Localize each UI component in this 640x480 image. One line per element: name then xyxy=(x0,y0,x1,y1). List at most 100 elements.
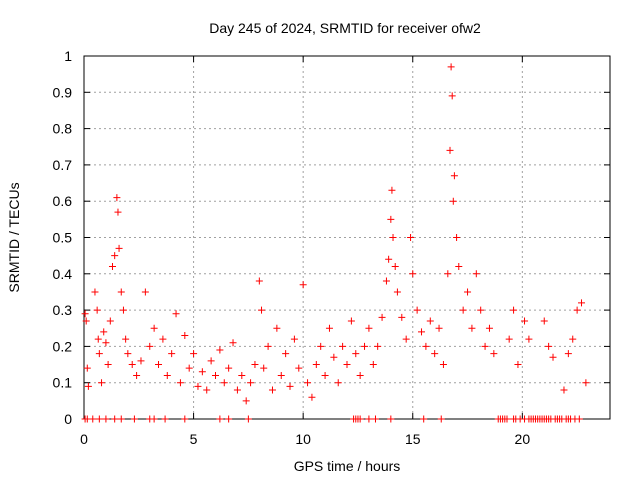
data-point xyxy=(398,313,406,321)
y-tick-label: 0.2 xyxy=(53,338,73,354)
data-point xyxy=(439,361,447,369)
data-point xyxy=(255,277,263,285)
data-point xyxy=(343,361,351,369)
data-point xyxy=(106,317,114,325)
data-point xyxy=(260,364,268,372)
zero-value-point xyxy=(117,415,125,423)
data-point xyxy=(114,208,122,216)
data-point xyxy=(378,313,386,321)
data-point xyxy=(560,386,568,394)
data-point xyxy=(81,310,89,318)
data-point xyxy=(212,371,219,379)
data-point xyxy=(339,342,347,350)
data-point xyxy=(347,317,355,325)
zero-value-point xyxy=(244,415,252,423)
y-tick-label: 0.4 xyxy=(53,266,73,282)
data-point xyxy=(94,335,102,343)
data-point xyxy=(268,386,276,394)
data-point xyxy=(510,306,518,314)
data-point xyxy=(505,335,513,343)
data-point xyxy=(388,186,396,194)
data-point xyxy=(168,350,176,358)
data-point xyxy=(365,324,373,332)
data-point xyxy=(198,368,206,376)
data-point xyxy=(407,234,415,241)
data-point xyxy=(481,342,489,350)
data-point xyxy=(409,270,417,278)
data-point xyxy=(238,371,246,379)
zero-value-point xyxy=(437,415,445,423)
data-point xyxy=(444,270,452,278)
data-point xyxy=(83,364,91,372)
zero-value-point xyxy=(216,415,224,423)
data-point xyxy=(137,357,145,365)
data-point xyxy=(435,324,443,332)
data-point xyxy=(564,350,572,358)
data-point xyxy=(108,263,116,271)
y-tick-label: 0.1 xyxy=(53,375,73,391)
data-point xyxy=(185,364,193,372)
zero-value-point xyxy=(89,415,97,423)
data-point xyxy=(582,379,590,387)
data-point xyxy=(122,335,130,343)
data-point xyxy=(356,371,364,379)
data-point xyxy=(119,306,127,314)
y-tick-label: 0.6 xyxy=(53,193,73,209)
zero-value-point xyxy=(371,415,379,423)
data-point xyxy=(91,288,99,296)
data-point xyxy=(163,371,171,379)
data-point xyxy=(472,270,480,278)
zero-value-point xyxy=(111,415,119,423)
data-point xyxy=(295,364,303,372)
data-point xyxy=(490,350,498,358)
zero-value-point xyxy=(575,415,583,423)
x-tick-label: 15 xyxy=(405,431,421,447)
data-point xyxy=(387,215,395,223)
data-point xyxy=(453,234,461,241)
y-tick-label: 0.3 xyxy=(53,302,73,318)
data-point xyxy=(247,379,255,387)
data-point xyxy=(282,350,290,358)
data-point xyxy=(190,350,198,358)
data-point xyxy=(286,382,294,390)
data-point xyxy=(578,299,586,307)
data-point xyxy=(84,382,92,390)
data-point xyxy=(155,361,163,369)
data-point xyxy=(485,324,493,332)
zero-value-point xyxy=(225,415,233,423)
zero-value-point xyxy=(161,415,169,423)
y-tick-label: 0.5 xyxy=(53,230,73,246)
x-tick-labels: 0 5 10 15 20 xyxy=(80,431,530,447)
data-point xyxy=(385,255,393,263)
data-point xyxy=(573,306,581,314)
data-point xyxy=(207,357,215,365)
data-point xyxy=(95,350,103,358)
data-point xyxy=(334,379,342,387)
x-tick-label: 0 xyxy=(80,431,88,447)
data-point xyxy=(111,252,119,260)
data-point xyxy=(393,288,401,296)
data-point xyxy=(468,324,476,332)
y-tick-label: 0.9 xyxy=(53,84,73,100)
data-point xyxy=(446,146,454,154)
data-point xyxy=(113,194,121,202)
data-point xyxy=(369,361,377,369)
data-point xyxy=(448,92,456,100)
data-point xyxy=(159,335,167,343)
data-point xyxy=(569,335,577,343)
data-point xyxy=(93,306,101,314)
data-point xyxy=(251,361,259,369)
y-tick-label: 1 xyxy=(64,48,72,64)
data-point xyxy=(102,339,110,347)
data-point xyxy=(100,328,108,336)
data-point xyxy=(146,342,154,350)
data-point xyxy=(317,342,325,350)
data-point xyxy=(124,350,132,358)
zero-value-point xyxy=(95,415,103,423)
data-point xyxy=(203,386,211,394)
data-point xyxy=(549,353,557,361)
data-point xyxy=(545,342,553,350)
data-point xyxy=(308,393,316,401)
data-point xyxy=(194,382,202,390)
data-point xyxy=(459,306,467,314)
